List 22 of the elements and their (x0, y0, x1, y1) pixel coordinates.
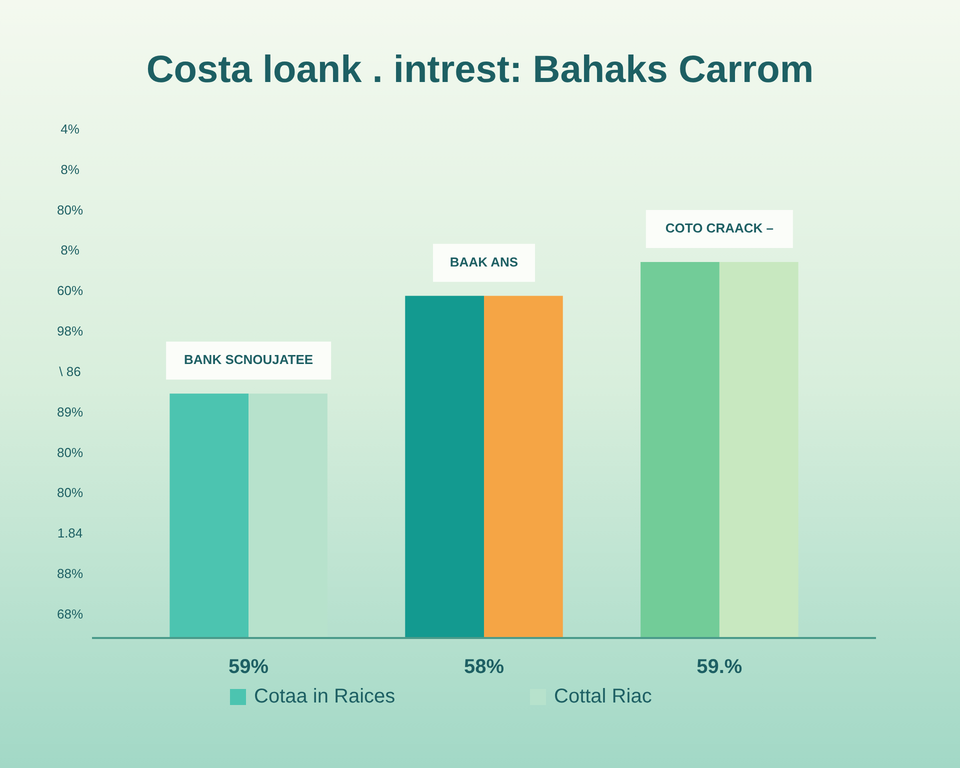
text: 68% (56, 606, 84, 622)
text: 8% (60, 242, 80, 258)
x-tick-label: 58% (464, 656, 504, 678)
x-tick-label: 59.% (696, 656, 742, 678)
text: 4% (60, 121, 80, 136)
annotation: COTO CRAACK – (665, 220, 774, 236)
text: 80% (56, 444, 84, 460)
text: 80% (56, 485, 84, 500)
text: 8% (60, 162, 80, 177)
legend-label: Cotaa in Raices (254, 685, 396, 708)
text: 98% (56, 324, 84, 339)
x-tick-label: 59% (228, 656, 269, 678)
text: \ 86 (59, 364, 81, 379)
text: 60% (56, 283, 84, 298)
legend-label: Cottal Riac (554, 685, 652, 708)
chart-title: Costa loank . intrest: Bahaks Carrom (146, 49, 814, 91)
text: 1.84 (57, 526, 83, 541)
text: 89% (56, 404, 84, 420)
annotation: BAAK ANS (450, 254, 518, 270)
text: 80% (56, 202, 84, 218)
text: 88% (56, 566, 84, 582)
annotation: BANK SCNOUJATEE (184, 352, 314, 368)
